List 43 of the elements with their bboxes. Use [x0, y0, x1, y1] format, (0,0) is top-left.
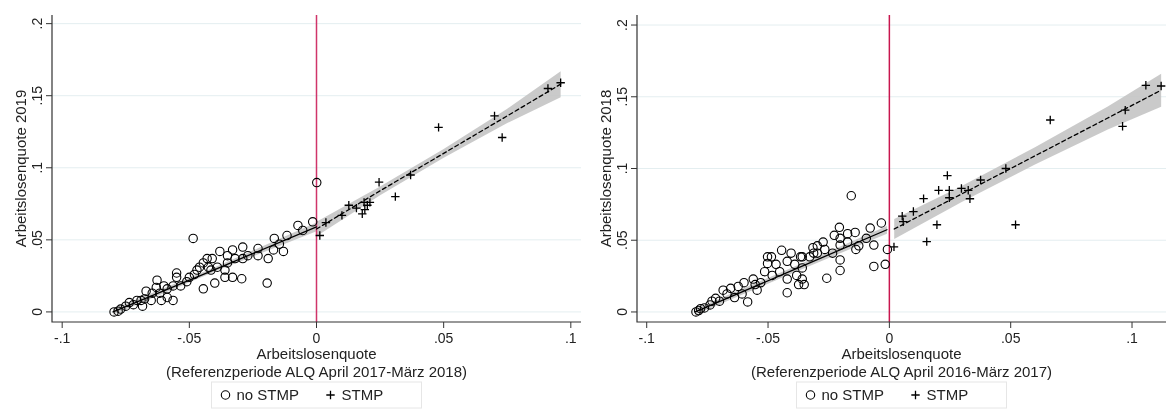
point: [321, 217, 331, 228]
y-tick-label: .2: [614, 19, 630, 31]
point: [543, 83, 553, 94]
legend-label: STMP: [926, 386, 969, 403]
point: [489, 111, 500, 121]
point: [405, 170, 416, 180]
point: [965, 193, 975, 204]
point: [1120, 105, 1131, 115]
y-axis-title: Arbeitslosenquote 2018: [597, 89, 614, 248]
y-tick-label: 0: [614, 307, 630, 316]
x-tick-label: -.05: [177, 330, 202, 346]
x-tick-label: 0: [885, 330, 894, 346]
x-tick-label: -.1: [638, 330, 656, 346]
x-tick-label: 0: [312, 330, 321, 346]
point: [374, 177, 384, 188]
y-axis-title: Arbeitslosenquote 2019: [12, 89, 29, 248]
y-tick-label: .05: [614, 230, 630, 250]
x-tick-label: .05: [433, 330, 454, 346]
point: [897, 211, 908, 221]
legend-label: STMP: [341, 386, 384, 403]
y-tick-label: .2: [29, 17, 45, 30]
x-tick-label: .1: [1126, 330, 1139, 346]
x-tick-label: -.05: [755, 330, 781, 346]
point: [1141, 80, 1151, 91]
point: [337, 210, 347, 221]
x-axis-title: Arbeitslosenquote (Referenzperiode ALQ April 2016-März 2017): [751, 345, 1052, 380]
y-tick-label: 0: [29, 307, 45, 316]
y-tick-label: .1: [29, 161, 45, 174]
point: [1045, 115, 1056, 125]
point: [1156, 81, 1166, 91]
y-tick-label: .1: [614, 162, 630, 175]
x-tick-label: .05: [1000, 330, 1021, 346]
x-tick-label: .1: [564, 330, 577, 346]
y-tick-label: .15: [614, 86, 630, 107]
point: [975, 175, 986, 185]
point: [932, 219, 942, 230]
legend-label: no STMP: [236, 386, 300, 403]
x-tick-label: -.1: [54, 330, 71, 346]
y-tick-label: .15: [29, 85, 45, 106]
x-axis-title: Arbeitslosenquote (Referenzperiode ALQ April 2017-März 2018): [166, 345, 467, 380]
legend-label: no STMP: [821, 386, 885, 403]
y-tick-label: .05: [29, 229, 45, 250]
point: [889, 241, 899, 252]
